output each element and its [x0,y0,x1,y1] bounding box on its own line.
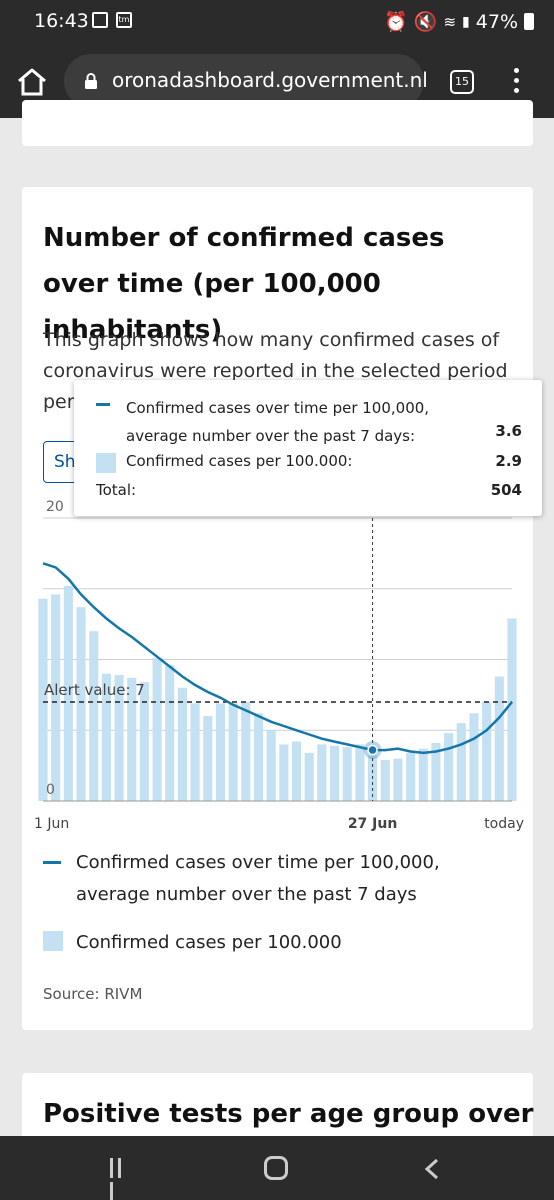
tooltip-total-label: Total: [96,481,137,499]
average-line [42,562,513,755]
cases-chart[interactable]: Alert value: 7 0 20 1 Jun 27 Jun today [22,487,533,837]
y-tick-label: 20 [46,499,64,515]
tm-icon: tm [116,12,132,28]
bar [317,744,327,801]
home-icon[interactable] [16,66,48,98]
bar [228,703,238,801]
next-card-title: Positive tests per age group over [43,1099,534,1129]
legend-item-bar: Confirmed cases per 100.000 [43,927,513,959]
mute-icon: 🔇 [413,11,438,33]
bar [380,759,390,801]
back-icon[interactable] [424,1158,440,1180]
address-bar[interactable]: oronadashboard.government.nl [64,54,428,108]
next-card: Positive tests per age group over [22,1073,533,1143]
previous-card [22,100,533,146]
source-text: Source: RIVM [43,985,143,1003]
url-text: oronadashboard.government.nl [112,68,428,92]
bar [431,742,441,801]
bar [63,585,73,801]
bar [127,677,137,801]
tooltip-bar-label: Confirmed cases per 100.000: [126,452,353,470]
hover-point [367,744,378,756]
bar [444,733,454,801]
bar [469,713,479,801]
bar [418,748,428,801]
bar [76,607,86,801]
bar [342,747,352,801]
battery-icon [524,13,534,30]
bar [304,752,314,801]
legend-label-line: Confirmed cases over time per 100,000, a… [76,852,440,905]
bar [279,744,289,801]
legend-item-line: Confirmed cases over time per 100,000, a… [43,847,513,911]
tooltip-total-value: 504 [490,481,522,499]
bar [101,673,111,801]
signal-icon: ▮ [462,13,470,30]
card-title: Number of confirmed cases over time (per… [43,223,445,345]
bar [139,682,149,801]
bar [241,701,251,801]
bar [355,744,365,801]
bar [203,716,213,801]
gallery-icon [92,12,108,28]
x-tick-label: today [484,816,524,832]
bar [177,687,187,801]
bar [152,658,162,801]
alarm-icon: ⏰ [384,11,408,33]
status-time: 16:43 [34,10,89,32]
lock-icon [85,73,97,89]
recent-apps-icon[interactable] [110,1158,132,1200]
bar [507,618,517,801]
bar [38,598,48,801]
bar [393,758,403,801]
x-tick-label: 1 Jun [34,816,69,832]
x-tick-label: 27 Jun [348,816,398,832]
bar [482,701,492,801]
bar [494,676,504,801]
tooltip-line-swatch [96,403,110,406]
home-nav-icon[interactable] [264,1156,288,1180]
bar-swatch [43,931,63,951]
legend-label-bar: Confirmed cases per 100.000 [76,932,342,953]
tooltip-bar-value: 2.9 [495,452,522,470]
bar [114,675,124,801]
tooltip-bar-swatch [96,453,116,473]
bar [266,730,276,801]
wifi-icon: ≋ [443,12,457,31]
bar [165,665,175,801]
tab-switcher-button[interactable]: 15 [450,70,474,94]
bar [215,703,226,801]
bar [190,703,200,801]
bar [406,752,416,801]
alert-label: Alert value: 7 [44,681,145,699]
bar [51,594,61,801]
tooltip-line-label: Confirmed cases over time per 100,000, a… [126,399,430,445]
battery-percentage: 47% [475,10,518,33]
tooltip-line-value: 3.6 [495,422,522,440]
bar [456,723,466,801]
more-menu-icon[interactable] [512,68,520,96]
bar [291,741,302,801]
status-bar: 16:43 tm ⏰ 🔇 ≋ ▮ 47% [0,0,554,44]
y-tick-label: 0 [46,782,55,798]
bar [329,745,340,801]
system-nav-bar [0,1136,554,1200]
bar [89,631,99,801]
chart-legend: Confirmed cases over time per 100,000, a… [43,847,513,975]
chart-tooltip: Confirmed cases over time per 100,000, a… [74,380,542,516]
bar [253,713,264,801]
chart-card: Number of confirmed cases over time (per… [22,187,533,1030]
line-swatch [43,861,61,864]
